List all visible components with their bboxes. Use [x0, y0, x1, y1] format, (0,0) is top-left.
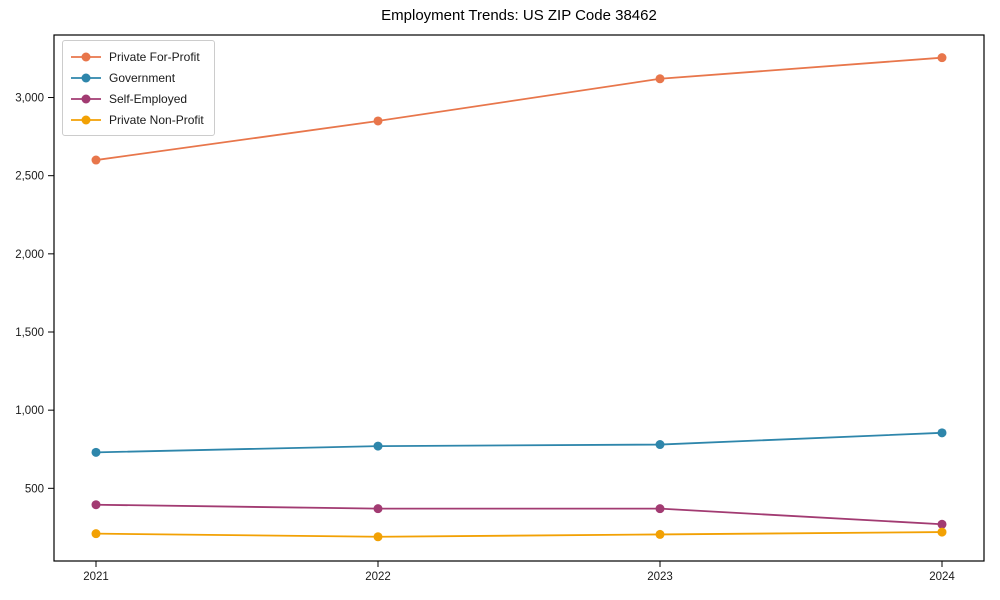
data-point-private-non-profit-2023 [655, 529, 665, 539]
data-point-private-for-profit-2021 [91, 155, 101, 165]
y-axis-tick-label: 2,000 [15, 249, 44, 261]
y-axis-tick-label: 1,500 [15, 327, 44, 339]
data-point-private-non-profit-2024 [937, 527, 947, 537]
legend: Private For-Profit Government Self-Employe… [62, 40, 215, 136]
data-point-private-non-profit-2022 [373, 532, 383, 542]
series-line-private-for-profit [95, 56, 943, 161]
plot-box [53, 34, 985, 562]
series-line-private-non-profit [95, 531, 943, 538]
data-point-government-2024 [937, 428, 947, 438]
data-point-private-for-profit-2024 [937, 53, 947, 63]
chart-title: Employment Trends: US ZIP Code 38462 [381, 7, 657, 24]
x-axis-tick-label: 2022 [365, 571, 391, 583]
legend-label: Private Non-Profit [109, 112, 204, 127]
legend-item-private-for-profit: Private For-Profit [71, 46, 204, 67]
y-axis-tick-label: 3,000 [15, 93, 44, 105]
data-point-private-for-profit-2022 [373, 116, 383, 126]
legend-item-government: Government [71, 67, 204, 88]
y-axis-tick-label: 500 [25, 483, 44, 495]
data-point-government-2021 [91, 447, 101, 457]
data-point-government-2023 [655, 440, 665, 450]
x-axis-tick-label: 2024 [929, 571, 955, 583]
series-line-self-employed [95, 503, 943, 526]
data-point-self-employed-2021 [91, 500, 101, 510]
data-point-government-2022 [373, 441, 383, 451]
legend-label: Self-Employed [109, 91, 188, 106]
legend-label: Government [109, 70, 176, 85]
data-point-self-employed-2023 [655, 504, 665, 514]
y-axis-tick-label: 2,500 [15, 171, 44, 183]
legend-label: Private For-Profit [109, 49, 200, 64]
data-point-self-employed-2024 [937, 519, 947, 529]
data-point-private-non-profit-2021 [91, 529, 101, 539]
legend-marker-icon [71, 115, 101, 124]
data-point-self-employed-2022 [373, 504, 383, 514]
data-point-private-for-profit-2023 [655, 74, 665, 84]
y-axis-tick-label: 1,000 [15, 405, 44, 417]
legend-marker-icon [71, 73, 101, 82]
x-axis-tick-label: 2023 [647, 571, 673, 583]
legend-marker-icon [71, 52, 101, 61]
x-axis-tick-label: 2021 [83, 571, 109, 583]
legend-item-private-non-profit: Private Non-Profit [71, 109, 204, 130]
legend-item-self-employed: Self-Employed [71, 88, 204, 109]
legend-marker-icon [71, 94, 101, 103]
series-line-government [95, 431, 943, 454]
